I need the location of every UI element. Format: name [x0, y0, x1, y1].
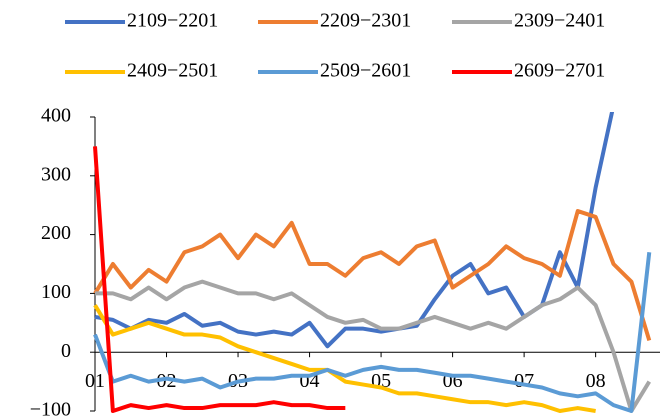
legend-label: 2309−2401 [514, 10, 605, 32]
y-tick-label: 100 [41, 281, 71, 303]
series-line [93, 146, 346, 413]
legend-label: 2409−2501 [127, 60, 218, 82]
series-line [93, 304, 596, 413]
legend-label: 2209−2301 [320, 10, 411, 32]
x-tick-label: 02 [157, 370, 177, 392]
y-tick-label: 300 [41, 163, 71, 185]
legend-label: 2109−2201 [127, 10, 218, 32]
series-line [93, 209, 652, 342]
y-tick-label: −100 [30, 399, 71, 419]
plot-area [93, 112, 652, 413]
legend-label: 2609−2701 [514, 60, 605, 82]
series-line [95, 279, 651, 413]
legend-label: 2509−2601 [320, 60, 411, 82]
series-line [93, 252, 652, 413]
y-tick-label: 0 [61, 340, 71, 362]
x-tick-label: 07 [514, 370, 534, 392]
y-tick-label: 200 [41, 222, 71, 244]
x-tick-label: 08 [586, 370, 606, 392]
x-tick-label: 01 [85, 370, 105, 392]
y-tick-label: 400 [41, 105, 71, 127]
